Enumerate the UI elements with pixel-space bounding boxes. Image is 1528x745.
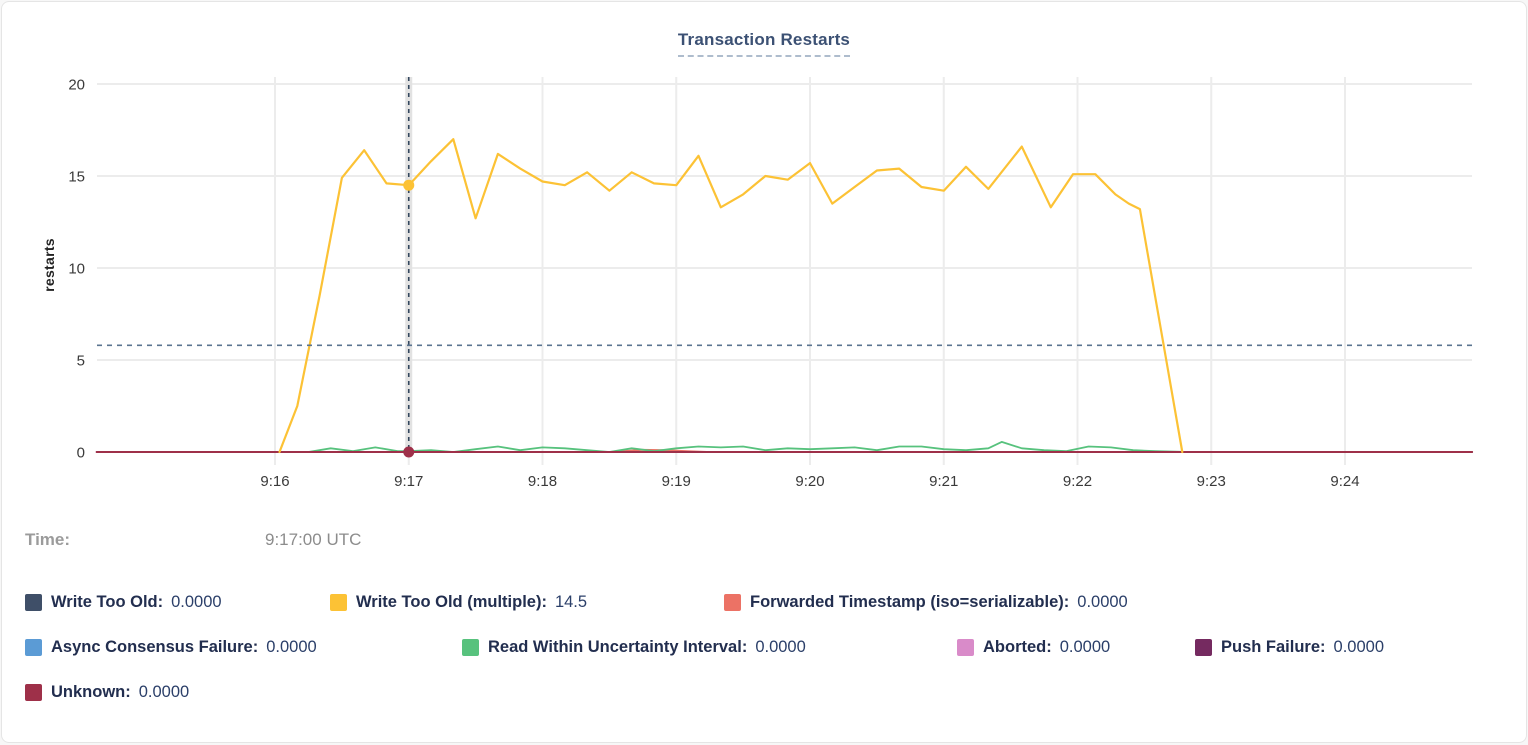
legend-label: Write Too Old (multiple): [356,592,547,611]
legend-value: 0.0000 [1077,592,1128,611]
chart-title[interactable]: Transaction Restarts [677,30,851,57]
legend-label: Aborted: [983,637,1052,656]
legend-value: 0.0000 [138,682,190,701]
legend-value: 0.0000 [1333,637,1384,656]
svg-text:9:23: 9:23 [1197,473,1226,490]
svg-text:9:24: 9:24 [1330,473,1359,490]
legend-item-unknown[interactable]: Unknown: 0.0000 [25,681,189,703]
svg-text:5: 5 [77,353,85,370]
legend-item-write-too-old[interactable]: Write Too Old: 0.0000 [25,591,222,613]
legend-item-async-consensus-failure[interactable]: Async Consensus Failure: 0.0000 [25,636,317,658]
legend-label: Async Consensus Failure: [51,637,259,656]
legend-label: Unknown: [51,682,131,701]
legend-item-forwarded-timestamp[interactable]: Forwarded Timestamp (iso=serializable): … [724,591,1128,613]
svg-text:9:22: 9:22 [1063,473,1092,490]
legend-item-read-within-uncertainty[interactable]: Read Within Uncertainty Interval: 0.0000 [462,636,806,658]
chart-header: Transaction Restarts [2,30,1526,57]
svg-text:0: 0 [77,445,85,462]
legend-value: 0.0000 [266,637,317,656]
svg-text:9:16: 9:16 [260,473,289,490]
legend-item-push-failure[interactable]: Push Failure: 0.0000 [1195,636,1384,658]
restarts-chart[interactable]: 0 5 10 15 20 9:16 9:17 9:18 9:19 9:20 9:21 9:22 9:23… [2,57,1527,497]
legend-value: 14.5 [554,592,588,611]
svg-text:9:18: 9:18 [528,473,557,490]
svg-text:20: 20 [68,77,85,94]
time-label: Time: [25,530,71,549]
async-consensus-failure-swatch [25,638,42,656]
read-within-uncertainty-swatch [462,638,479,656]
svg-text:9:17: 9:17 [394,473,423,490]
unknown-swatch [25,683,42,701]
legend-item-aborted[interactable]: Aborted: 0.0000 [957,636,1110,658]
write-too-old-multiple-swatch [330,593,347,611]
write-too-old-swatch [25,593,42,611]
svg-text:9:21: 9:21 [929,473,958,490]
legend-label: Forwarded Timestamp (iso=serializable): [750,592,1070,611]
legend-label: Push Failure: [1221,637,1326,656]
legend-label: Read Within Uncertainty Interval: [488,637,748,656]
legend-value: 0.0000 [1059,637,1111,656]
time-value: 9:17:00 UTC [265,530,362,549]
svg-text:15: 15 [68,169,85,186]
push-failure-swatch [1195,638,1212,656]
svg-text:9:20: 9:20 [795,473,824,490]
svg-text:9:19: 9:19 [662,473,691,490]
forwarded-timestamp-swatch [724,593,741,611]
legend-label: Write Too Old: [51,592,164,611]
legend-item-write-too-old-multiple[interactable]: Write Too Old (multiple): 14.5 [330,591,587,613]
aborted-swatch [957,638,974,656]
legend-value: 0.0000 [171,592,222,611]
svg-text:10: 10 [68,261,85,278]
legend-value: 0.0000 [755,637,806,656]
tooltip-time-row: Time: 9:17:00 UTC [25,530,625,554]
